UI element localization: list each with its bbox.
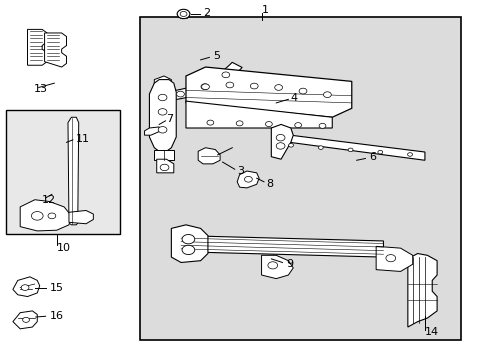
Circle shape — [225, 82, 233, 88]
Text: 4: 4 — [290, 93, 297, 103]
Text: 3: 3 — [237, 166, 244, 176]
Text: 7: 7 — [166, 114, 173, 124]
Polygon shape — [185, 67, 351, 117]
Text: 16: 16 — [49, 311, 63, 321]
Circle shape — [31, 212, 43, 220]
Polygon shape — [185, 101, 331, 128]
Circle shape — [158, 94, 166, 101]
Text: 10: 10 — [57, 243, 71, 253]
Polygon shape — [261, 255, 293, 279]
Circle shape — [299, 88, 306, 94]
Polygon shape — [407, 253, 436, 327]
Polygon shape — [69, 211, 93, 224]
Polygon shape — [271, 125, 293, 159]
Circle shape — [48, 213, 56, 219]
Polygon shape — [157, 159, 173, 173]
Circle shape — [201, 84, 208, 90]
Circle shape — [206, 120, 213, 125]
Circle shape — [347, 148, 352, 152]
Circle shape — [177, 9, 189, 19]
Polygon shape — [162, 62, 242, 101]
Polygon shape — [276, 134, 424, 160]
Circle shape — [318, 146, 323, 149]
Text: 13: 13 — [34, 84, 48, 94]
Text: 2: 2 — [203, 8, 210, 18]
Circle shape — [182, 234, 194, 244]
Text: 12: 12 — [42, 195, 56, 205]
Polygon shape — [144, 127, 159, 135]
Polygon shape — [237, 171, 259, 188]
Text: 8: 8 — [266, 179, 273, 189]
Circle shape — [160, 164, 168, 171]
Circle shape — [276, 143, 285, 149]
Text: 14: 14 — [424, 327, 438, 337]
Text: 1: 1 — [261, 5, 268, 15]
Text: 6: 6 — [368, 152, 375, 162]
Bar — [5, 110, 120, 234]
Text: 9: 9 — [285, 259, 292, 269]
Circle shape — [250, 83, 258, 89]
Polygon shape — [171, 225, 207, 262]
Circle shape — [21, 285, 29, 291]
Text: 11: 11 — [76, 134, 90, 144]
Circle shape — [267, 262, 277, 269]
Polygon shape — [20, 200, 71, 231]
Circle shape — [288, 144, 293, 147]
Polygon shape — [154, 149, 173, 160]
Polygon shape — [181, 235, 383, 257]
Circle shape — [244, 176, 252, 182]
Circle shape — [158, 109, 166, 115]
Text: 5: 5 — [212, 51, 219, 61]
Circle shape — [236, 121, 243, 126]
Circle shape — [180, 12, 186, 17]
Circle shape — [22, 318, 29, 322]
Polygon shape — [13, 311, 37, 329]
Circle shape — [385, 255, 395, 262]
Circle shape — [294, 123, 301, 128]
Circle shape — [407, 153, 412, 156]
Polygon shape — [375, 246, 412, 271]
Circle shape — [377, 150, 382, 154]
Circle shape — [201, 84, 209, 90]
Polygon shape — [198, 148, 220, 164]
Circle shape — [222, 72, 229, 78]
Circle shape — [319, 123, 325, 129]
Text: 15: 15 — [49, 283, 63, 293]
Circle shape — [158, 127, 166, 133]
Bar — [140, 17, 461, 339]
Polygon shape — [44, 33, 66, 67]
Circle shape — [182, 245, 194, 255]
Circle shape — [176, 91, 184, 97]
Circle shape — [265, 122, 272, 127]
Circle shape — [276, 134, 285, 141]
Circle shape — [274, 85, 282, 90]
Polygon shape — [154, 76, 171, 105]
Circle shape — [323, 92, 330, 98]
Polygon shape — [13, 277, 40, 297]
Polygon shape — [68, 117, 79, 225]
Polygon shape — [149, 80, 176, 151]
Polygon shape — [27, 30, 47, 65]
